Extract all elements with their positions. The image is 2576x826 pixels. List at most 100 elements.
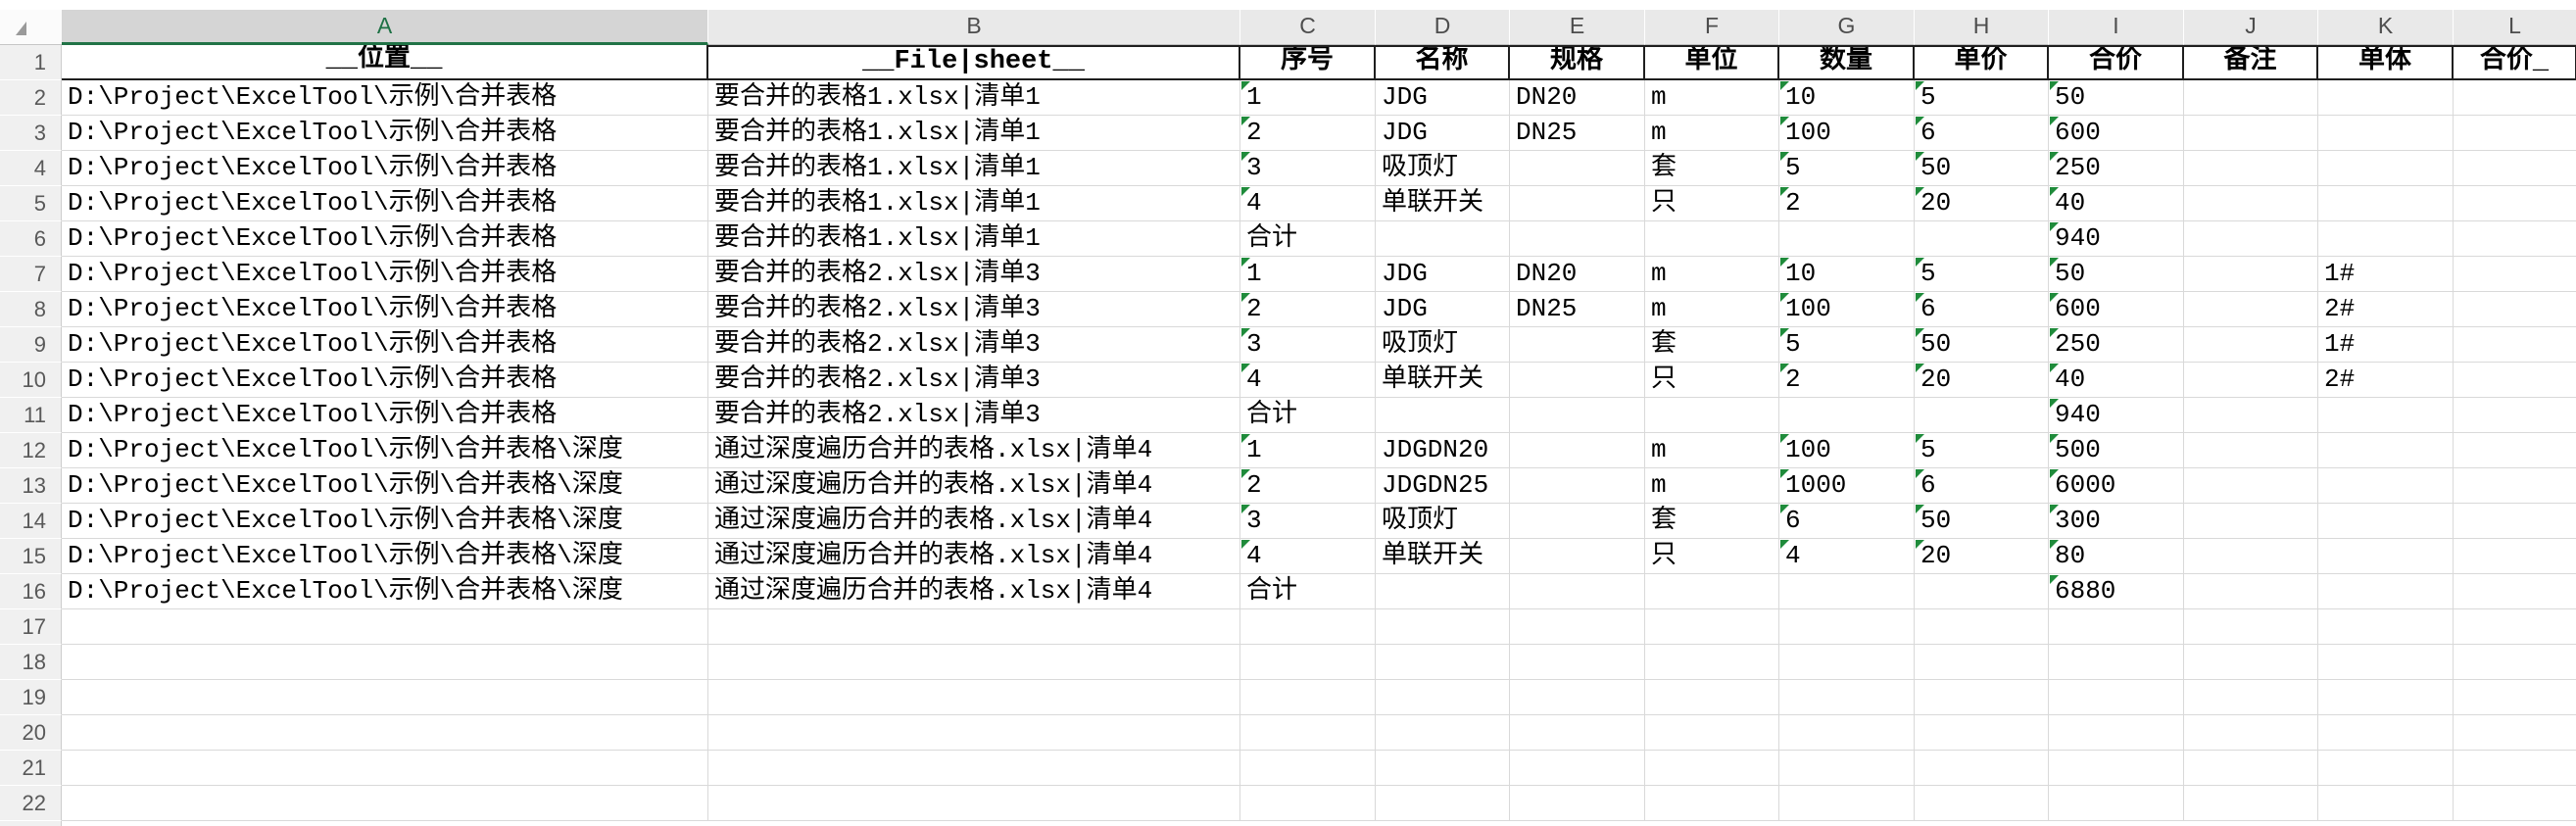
cell-f12[interactable]: m	[1645, 433, 1779, 468]
cell-a21[interactable]	[62, 751, 708, 786]
cell-j20[interactable]	[2184, 715, 2318, 751]
cell-k9[interactable]: 1#	[2318, 327, 2454, 363]
cell-d17[interactable]	[1376, 609, 1510, 645]
cell-c1[interactable]: 序号	[1240, 45, 1376, 80]
cell-i12[interactable]: 500	[2049, 433, 2184, 468]
cell-f15[interactable]: 只	[1645, 539, 1779, 574]
cell-g22[interactable]	[1779, 786, 1915, 821]
cell-l10[interactable]	[2454, 363, 2576, 398]
cell-a12[interactable]: D:\Project\ExcelTool\示例\合并表格\深度	[62, 433, 708, 468]
cell-g15[interactable]: 4	[1779, 539, 1915, 574]
cell-g17[interactable]	[1779, 609, 1915, 645]
cell-c16[interactable]: 合计	[1240, 574, 1376, 609]
cell-i18[interactable]	[2049, 645, 2184, 680]
cell-c10[interactable]: 4	[1240, 363, 1376, 398]
cell-h7[interactable]: 5	[1915, 257, 2049, 292]
cell-k21[interactable]	[2318, 751, 2454, 786]
cell-a1[interactable]: __位置__	[62, 45, 708, 80]
cell-e1[interactable]: 规格	[1510, 45, 1645, 80]
cell-i13[interactable]: 6000	[2049, 468, 2184, 504]
column-header-l[interactable]: L	[2454, 10, 2576, 45]
cell-c9[interactable]: 3	[1240, 327, 1376, 363]
row-header-1[interactable]: 1	[0, 45, 62, 80]
row-header-4[interactable]: 4	[0, 151, 62, 186]
cell-j8[interactable]	[2184, 292, 2318, 327]
cell-c11[interactable]: 合计	[1240, 398, 1376, 433]
cell-i4[interactable]: 250	[2049, 151, 2184, 186]
cell-k2[interactable]	[2318, 80, 2454, 116]
cell-j21[interactable]	[2184, 751, 2318, 786]
cell-g14[interactable]: 6	[1779, 504, 1915, 539]
row-header-21[interactable]: 21	[0, 751, 62, 786]
cell-j18[interactable]	[2184, 645, 2318, 680]
cell-c7[interactable]: 1	[1240, 257, 1376, 292]
cell-g1[interactable]: 数量	[1779, 45, 1915, 80]
row-header-9[interactable]: 9	[0, 327, 62, 363]
cell-k11[interactable]	[2318, 398, 2454, 433]
column-header-c[interactable]: C	[1240, 10, 1376, 45]
cell-h15[interactable]: 20	[1915, 539, 2049, 574]
cell-h12[interactable]: 5	[1915, 433, 2049, 468]
cell-k13[interactable]	[2318, 468, 2454, 504]
cell-h21[interactable]	[1915, 751, 2049, 786]
cell-i8[interactable]: 600	[2049, 292, 2184, 327]
cell-d4[interactable]: 吸顶灯	[1376, 151, 1510, 186]
cell-g10[interactable]: 2	[1779, 363, 1915, 398]
cell-d5[interactable]: 单联开关	[1376, 186, 1510, 221]
cell-a10[interactable]: D:\Project\ExcelTool\示例\合并表格	[62, 363, 708, 398]
cell-a15[interactable]: D:\Project\ExcelTool\示例\合并表格\深度	[62, 539, 708, 574]
cell-a11[interactable]: D:\Project\ExcelTool\示例\合并表格	[62, 398, 708, 433]
cell-i5[interactable]: 40	[2049, 186, 2184, 221]
column-header-h[interactable]: H	[1915, 10, 2049, 45]
cell-c2[interactable]: 1	[1240, 80, 1376, 116]
cell-j5[interactable]	[2184, 186, 2318, 221]
row-header-11[interactable]: 11	[0, 398, 62, 433]
cell-h20[interactable]	[1915, 715, 2049, 751]
cell-g5[interactable]: 2	[1779, 186, 1915, 221]
cell-d6[interactable]	[1376, 221, 1510, 257]
cell-f20[interactable]	[1645, 715, 1779, 751]
cell-b5[interactable]: 要合并的表格1.xlsx|清单1	[708, 186, 1240, 221]
cell-b21[interactable]	[708, 751, 1240, 786]
cell-c18[interactable]	[1240, 645, 1376, 680]
row-header-8[interactable]: 8	[0, 292, 62, 327]
cell-e20[interactable]	[1510, 715, 1645, 751]
cell-c13[interactable]: 2	[1240, 468, 1376, 504]
cell-f8[interactable]: m	[1645, 292, 1779, 327]
cell-d2[interactable]: JDG	[1376, 80, 1510, 116]
cell-l5[interactable]	[2454, 186, 2576, 221]
cell-c12[interactable]: 1	[1240, 433, 1376, 468]
cell-l21[interactable]	[2454, 751, 2576, 786]
cell-l19[interactable]	[2454, 680, 2576, 715]
cell-f3[interactable]: m	[1645, 116, 1779, 151]
cell-f2[interactable]: m	[1645, 80, 1779, 116]
cell-k6[interactable]	[2318, 221, 2454, 257]
cell-l9[interactable]	[2454, 327, 2576, 363]
cell-d19[interactable]	[1376, 680, 1510, 715]
cell-i7[interactable]: 50	[2049, 257, 2184, 292]
cell-g21[interactable]	[1779, 751, 1915, 786]
cell-k22[interactable]	[2318, 786, 2454, 821]
cell-b9[interactable]: 要合并的表格2.xlsx|清单3	[708, 327, 1240, 363]
cell-c5[interactable]: 4	[1240, 186, 1376, 221]
cell-c4[interactable]: 3	[1240, 151, 1376, 186]
cell-e13[interactable]	[1510, 468, 1645, 504]
cell-d10[interactable]: 单联开关	[1376, 363, 1510, 398]
cell-k10[interactable]: 2#	[2318, 363, 2454, 398]
cell-c14[interactable]: 3	[1240, 504, 1376, 539]
cell-g20[interactable]	[1779, 715, 1915, 751]
cell-b15[interactable]: 通过深度遍历合并的表格.xlsx|清单4	[708, 539, 1240, 574]
cell-f11[interactable]	[1645, 398, 1779, 433]
cell-h19[interactable]	[1915, 680, 2049, 715]
cell-g7[interactable]: 10	[1779, 257, 1915, 292]
cell-e9[interactable]	[1510, 327, 1645, 363]
cell-k16[interactable]	[2318, 574, 2454, 609]
cell-b3[interactable]: 要合并的表格1.xlsx|清单1	[708, 116, 1240, 151]
cell-k15[interactable]	[2318, 539, 2454, 574]
cell-j22[interactable]	[2184, 786, 2318, 821]
cell-a7[interactable]: D:\Project\ExcelTool\示例\合并表格	[62, 257, 708, 292]
cell-g6[interactable]	[1779, 221, 1915, 257]
cell-c8[interactable]: 2	[1240, 292, 1376, 327]
cell-e15[interactable]	[1510, 539, 1645, 574]
cell-d21[interactable]	[1376, 751, 1510, 786]
